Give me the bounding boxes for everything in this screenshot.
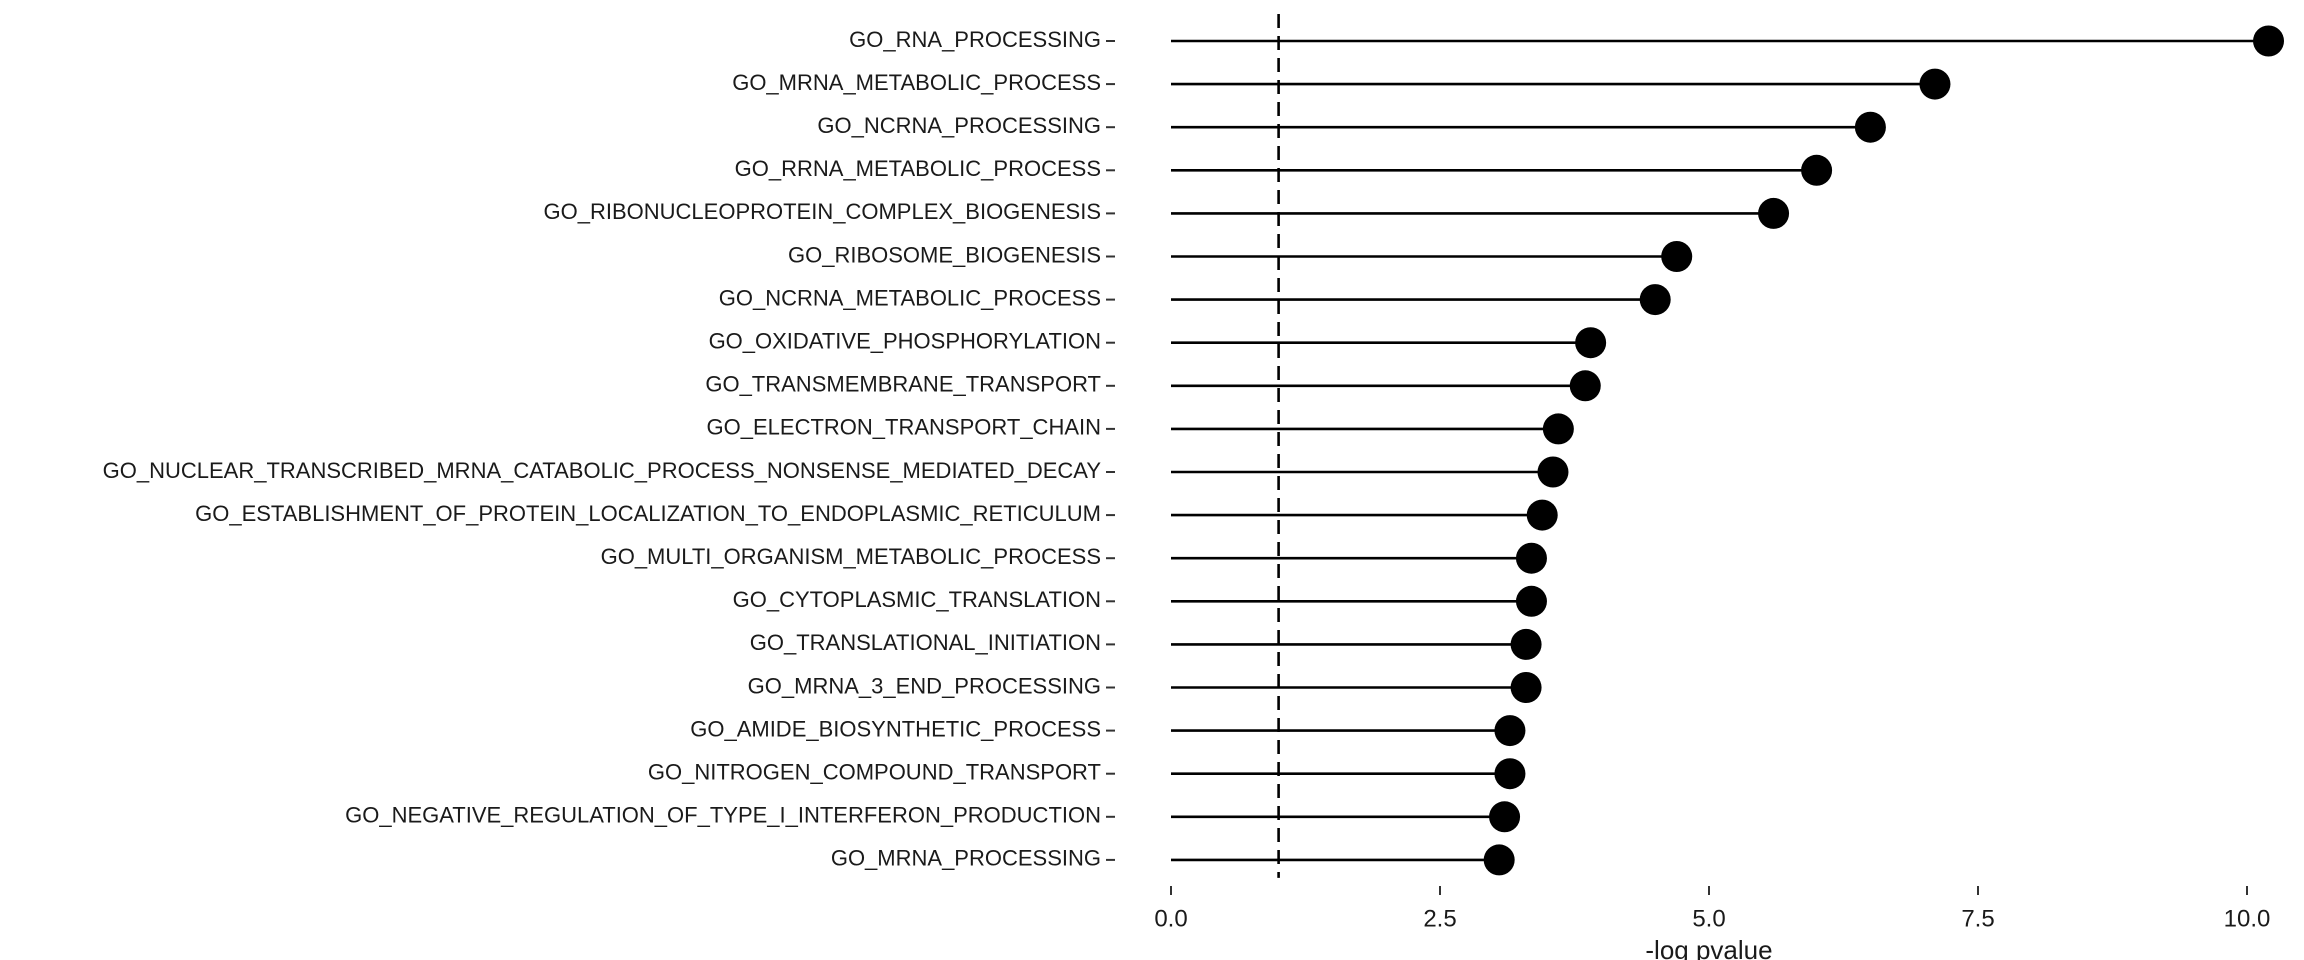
category-label: GO_NEGATIVE_REGULATION_OF_TYPE_I_INTERFE… xyxy=(345,803,1101,828)
category-label: GO_ESTABLISHMENT_OF_PROTEIN_LOCALIZATION… xyxy=(195,501,1101,526)
lollipop-point xyxy=(1854,111,1886,143)
category-label: GO_RNA_PROCESSING xyxy=(849,27,1101,52)
x-tick-label: 0.0 xyxy=(1154,905,1187,932)
x-axis-title: -log pvalue xyxy=(1645,935,1772,960)
lollipop-point xyxy=(1483,844,1515,876)
category-label: GO_NCRNA_PROCESSING xyxy=(817,113,1101,138)
category-label: GO_RIBOSOME_BIOGENESIS xyxy=(788,242,1101,267)
lollipop-point xyxy=(1758,197,1790,229)
lollipop-point xyxy=(1639,284,1671,316)
lollipop-point xyxy=(1494,715,1526,747)
category-label: GO_TRANSMEMBRANE_TRANSPORT xyxy=(705,372,1101,397)
category-label: GO_MULTI_ORGANISM_METABOLIC_PROCESS xyxy=(601,544,1101,569)
category-label: GO_OXIDATIVE_PHOSPHORYLATION xyxy=(709,329,1101,354)
category-label: GO_CYTOPLASMIC_TRANSLATION xyxy=(733,587,1101,612)
lollipop-point xyxy=(1801,154,1833,186)
category-label: GO_TRANSLATIONAL_INITIATION xyxy=(750,630,1101,655)
category-label: GO_ELECTRON_TRANSPORT_CHAIN xyxy=(707,415,1101,440)
lollipop-point xyxy=(1510,672,1542,703)
lollipop-point xyxy=(1569,370,1601,402)
category-label: GO_MRNA_3_END_PROCESSING xyxy=(748,673,1101,698)
lollipop-point xyxy=(1510,628,1542,660)
category-label: GO_NCRNA_METABOLIC_PROCESS xyxy=(719,285,1101,310)
x-tick-label: 7.5 xyxy=(1961,905,1994,932)
category-label: GO_RIBONUCLEOPROTEIN_COMPLEX_BIOGENESIS xyxy=(544,199,1101,224)
lollipop-point xyxy=(1494,758,1526,790)
lollipop-point xyxy=(1526,499,1558,531)
lollipop-point xyxy=(1515,542,1547,574)
lollipop-point xyxy=(1515,585,1547,617)
lollipop-point xyxy=(2253,25,2285,57)
lollipop-point xyxy=(1489,801,1521,833)
x-tick-label: 10.0 xyxy=(2224,905,2271,932)
category-label: GO_NITROGEN_COMPOUND_TRANSPORT xyxy=(648,760,1101,785)
category-label: GO_AMIDE_BIOSYNTHETIC_PROCESS xyxy=(690,716,1101,741)
x-tick-label: 2.5 xyxy=(1423,905,1456,932)
lollipop-point xyxy=(1537,456,1569,488)
category-label: GO_MRNA_METABOLIC_PROCESS xyxy=(732,70,1101,95)
lollipop-point xyxy=(1542,413,1574,445)
category-label: GO_RRNA_METABOLIC_PROCESS xyxy=(735,156,1101,181)
lollipop-point xyxy=(1661,241,1693,272)
x-tick-label: 5.0 xyxy=(1692,905,1725,932)
category-label: GO_MRNA_PROCESSING xyxy=(831,846,1101,871)
category-label: GO_NUCLEAR_TRANSCRIBED_MRNA_CATABOLIC_PR… xyxy=(103,458,1102,483)
lollipop-point xyxy=(1575,327,1607,359)
lollipop-point xyxy=(1919,68,1951,100)
